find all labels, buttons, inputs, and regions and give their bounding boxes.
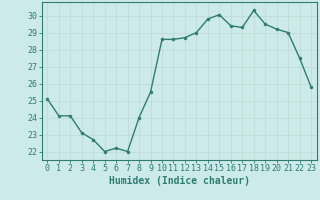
X-axis label: Humidex (Indice chaleur): Humidex (Indice chaleur)	[109, 176, 250, 186]
